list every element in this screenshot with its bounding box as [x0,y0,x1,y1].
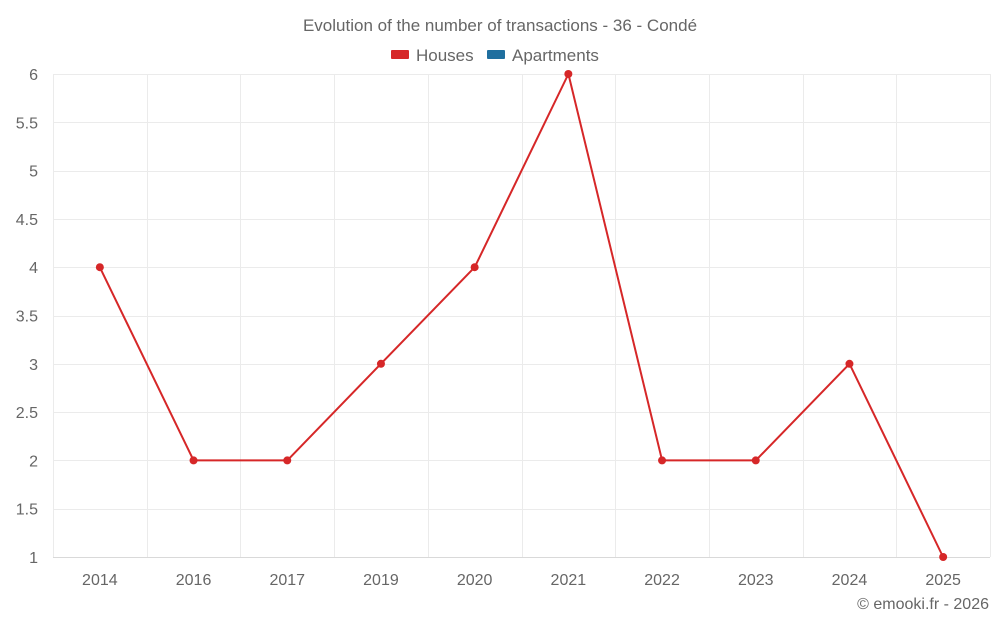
data-point-houses [845,359,854,368]
y-axis-ticks: 1 1.5 2 2.5 3 3.5 4 4.5 5 5.5 6 [16,67,38,567]
x-tick-label: 2023 [738,572,774,589]
x-tick-label: 2020 [457,572,493,589]
data-point-houses [189,456,198,465]
chart-title: Evolution of the number of transactions … [303,16,697,35]
y-tick-label: 6 [29,67,38,84]
y-tick-label: 5 [29,164,38,181]
legend-label-apartments[interactable]: Apartments [512,46,599,65]
legend-label-houses[interactable]: Houses [416,46,474,65]
data-point-houses [751,456,760,465]
data-point-houses [658,456,667,465]
x-tick-label: 2019 [363,572,399,589]
chart-legend: Houses Apartments [391,46,599,65]
x-axis-ticks: 2014 2016 2017 2019 2020 2021 2022 2023 2024 2025 [82,572,961,589]
y-tick-label: 1.5 [16,502,38,519]
y-tick-label: 2.5 [16,405,38,422]
credit-text[interactable]: © emooki.fr - 2026 [857,596,989,613]
data-point-houses [564,70,573,78]
series-group [95,70,948,561]
legend-swatch-apartments [487,50,505,59]
x-tick-label: 2024 [832,572,868,589]
x-tick-label: 2025 [925,572,961,589]
y-gridlines [53,74,990,510]
y-tick-label: 2 [29,453,38,470]
data-point-houses [95,263,104,272]
y-tick-label: 4 [29,260,38,277]
data-point-houses [470,263,479,272]
legend-swatch-houses [391,50,409,59]
series-line-houses [98,73,944,558]
y-tick-label: 3 [29,357,38,374]
data-point-houses [376,359,385,368]
x-tick-label: 2017 [269,572,305,589]
y-tick-label: 1 [29,550,38,567]
y-tick-label: 3.5 [16,309,38,326]
x-tick-label: 2021 [551,572,587,589]
y-tick-label: 5.5 [16,115,38,132]
y-tick-label: 4.5 [16,212,38,229]
data-point-houses [283,456,292,465]
x-tick-label: 2014 [82,572,118,589]
x-tick-label: 2022 [644,572,680,589]
x-tick-label: 2016 [176,572,212,589]
data-point-houses [939,553,948,561]
x-gridlines [53,74,991,557]
